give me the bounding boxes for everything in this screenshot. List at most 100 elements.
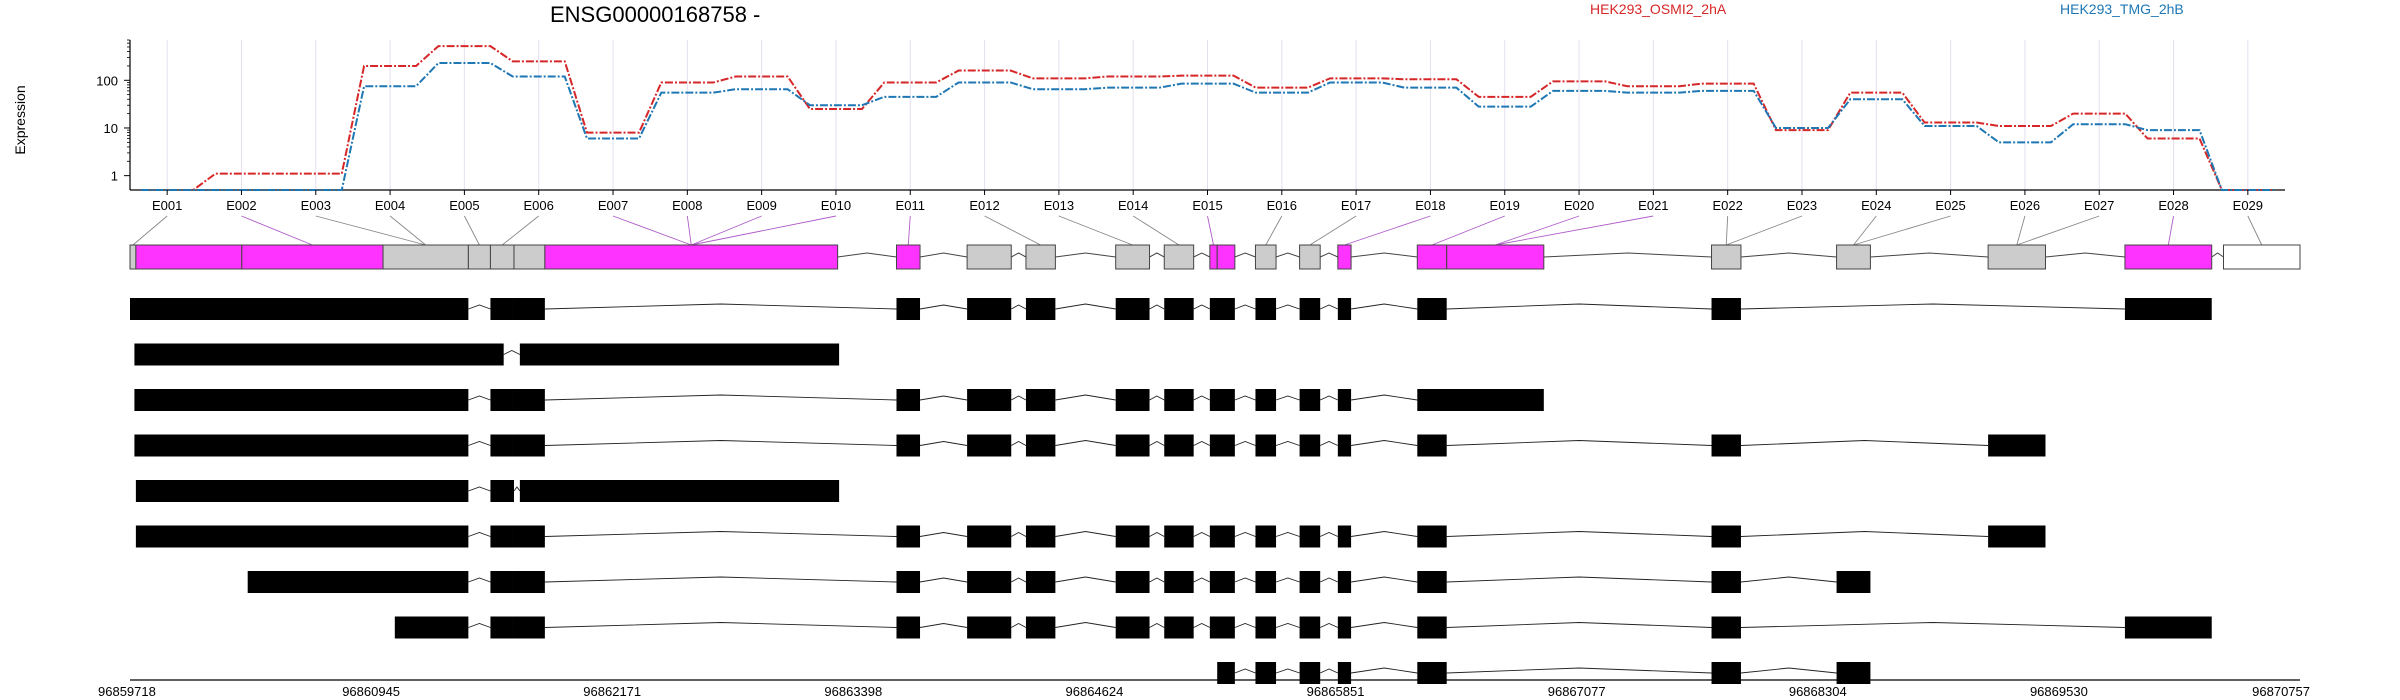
coordinate-label-9: 96869530: [2030, 684, 2088, 699]
transcript-intron: [1740, 576, 1837, 583]
transcript-intron: [1011, 531, 1027, 537]
y-tick-label-1: 1: [111, 169, 118, 184]
transcript-intron: [1193, 577, 1211, 583]
transcript-exon: [1711, 434, 1741, 457]
bin-label-E010: E010: [821, 198, 851, 213]
connector-E028: [2167, 215, 2174, 246]
bin-label-E023: E023: [1787, 198, 1817, 213]
transcript-exon: [513, 616, 545, 639]
connector-E019: [1431, 215, 1505, 246]
transcript-exon: [519, 480, 840, 502]
gene-exon-16: [1254, 244, 1277, 270]
transcript-exon: [1337, 525, 1352, 548]
gene-intron: [2211, 252, 2224, 258]
coordinate-label-2: 96860945: [342, 684, 400, 699]
transcript-exon: [490, 298, 514, 320]
gene-exon-2: [135, 244, 243, 270]
transcript-exon: [134, 343, 504, 366]
transcript-exon: [490, 480, 514, 502]
transcript-exon: [1337, 616, 1352, 639]
gene-exon-12: [1115, 244, 1151, 270]
connector-E018: [1344, 215, 1431, 246]
transcript-exon: [513, 389, 545, 411]
transcript-intron: [544, 622, 897, 628]
bin-label-E005: E005: [449, 198, 479, 213]
transcript-intron: [544, 440, 897, 446]
transcript-intron: [1740, 531, 1989, 537]
gene-intron: [837, 252, 897, 258]
transcript-exon: [247, 571, 469, 593]
transcript-intron: [1275, 532, 1300, 537]
transcript-intron: [1011, 622, 1027, 628]
transcript-exon: [1417, 525, 1447, 548]
bin-label-E020: E020: [1564, 198, 1594, 213]
transcript-exon: [1209, 434, 1235, 457]
transcript-exon: [513, 434, 545, 457]
transcript-exon: [1255, 571, 1277, 593]
transcript-intron: [1234, 395, 1256, 401]
transcript-intron: [1446, 622, 1712, 628]
coordinate-label-3: 96862171: [583, 684, 641, 699]
transcript-exon: [1025, 298, 1056, 320]
transcript-exon: [1255, 616, 1277, 639]
gene-intron: [2045, 252, 2125, 258]
bin-label-E001: E001: [152, 198, 182, 213]
transcript-exon: [490, 571, 514, 593]
gene-exon-3: [241, 244, 384, 270]
transcript-intron: [1740, 667, 1837, 674]
transcript-exon: [1299, 389, 1321, 411]
bin-label-E013: E013: [1044, 198, 1074, 213]
transcript-row-1: [130, 298, 2212, 320]
transcript-intron: [468, 395, 491, 401]
transcript-intron: [919, 623, 968, 628]
transcript-row-2: [134, 343, 840, 366]
transcript-intron: [1193, 395, 1211, 401]
connector-E012: [984, 215, 1041, 246]
coordinate-label-4: 96863398: [824, 684, 882, 699]
gene-intron: [1275, 252, 1300, 258]
transcript-exon: [1255, 389, 1277, 411]
transcript-exon: [967, 298, 1012, 320]
transcript-exon: [1711, 662, 1741, 684]
connector-E017: [1309, 215, 1357, 246]
transcript-exon: [1836, 662, 1871, 684]
transcript-intron: [544, 303, 897, 310]
transcript-intron: [1275, 441, 1300, 446]
transcript-intron: [544, 531, 897, 537]
transcript-intron: [1275, 623, 1300, 628]
transcript-exon: [1255, 662, 1277, 684]
transcript-intron: [503, 349, 521, 355]
bin-label-E021: E021: [1638, 198, 1668, 213]
bin-label-E003: E003: [301, 198, 331, 213]
transcript-row-8: [394, 616, 2212, 639]
transcript-intron: [1275, 395, 1300, 401]
gene-intron: [1149, 252, 1165, 258]
coordinate-label-6: 96865851: [1307, 684, 1365, 699]
gene-exon-5: [467, 244, 491, 270]
connector-E006: [501, 215, 539, 246]
bin-label-E028: E028: [2158, 198, 2188, 213]
transcript-intron: [1055, 440, 1116, 446]
bin-label-E014: E014: [1118, 198, 1148, 213]
expression-series: [141, 45, 2274, 191]
transcript-intron: [544, 576, 897, 583]
legend-series-1: HEK293_OSMI2_2hA: [1590, 1, 1727, 17]
transcript-intron: [1234, 623, 1256, 628]
coordinate-label-10: 96870757: [2252, 684, 2310, 699]
connector-E029: [2247, 215, 2263, 246]
transcript-intron: [919, 532, 968, 537]
transcript-intron: [1740, 440, 1989, 446]
connector-E013: [1058, 215, 1133, 246]
transcript-exon: [490, 434, 514, 457]
transcript-exon: [1255, 434, 1277, 457]
gene-exon-25: [2222, 244, 2301, 270]
coordinate-label-8: 96868304: [1789, 684, 1847, 699]
y-ticks: 1 10 100: [96, 39, 130, 184]
gene-exon-17: [1299, 244, 1321, 270]
transcript-intron: [1055, 576, 1116, 583]
transcript-exon: [135, 480, 469, 502]
transcript-exon: [1337, 662, 1352, 684]
transcript-row-6: [135, 525, 2046, 548]
transcript-row-7: [247, 571, 1871, 593]
